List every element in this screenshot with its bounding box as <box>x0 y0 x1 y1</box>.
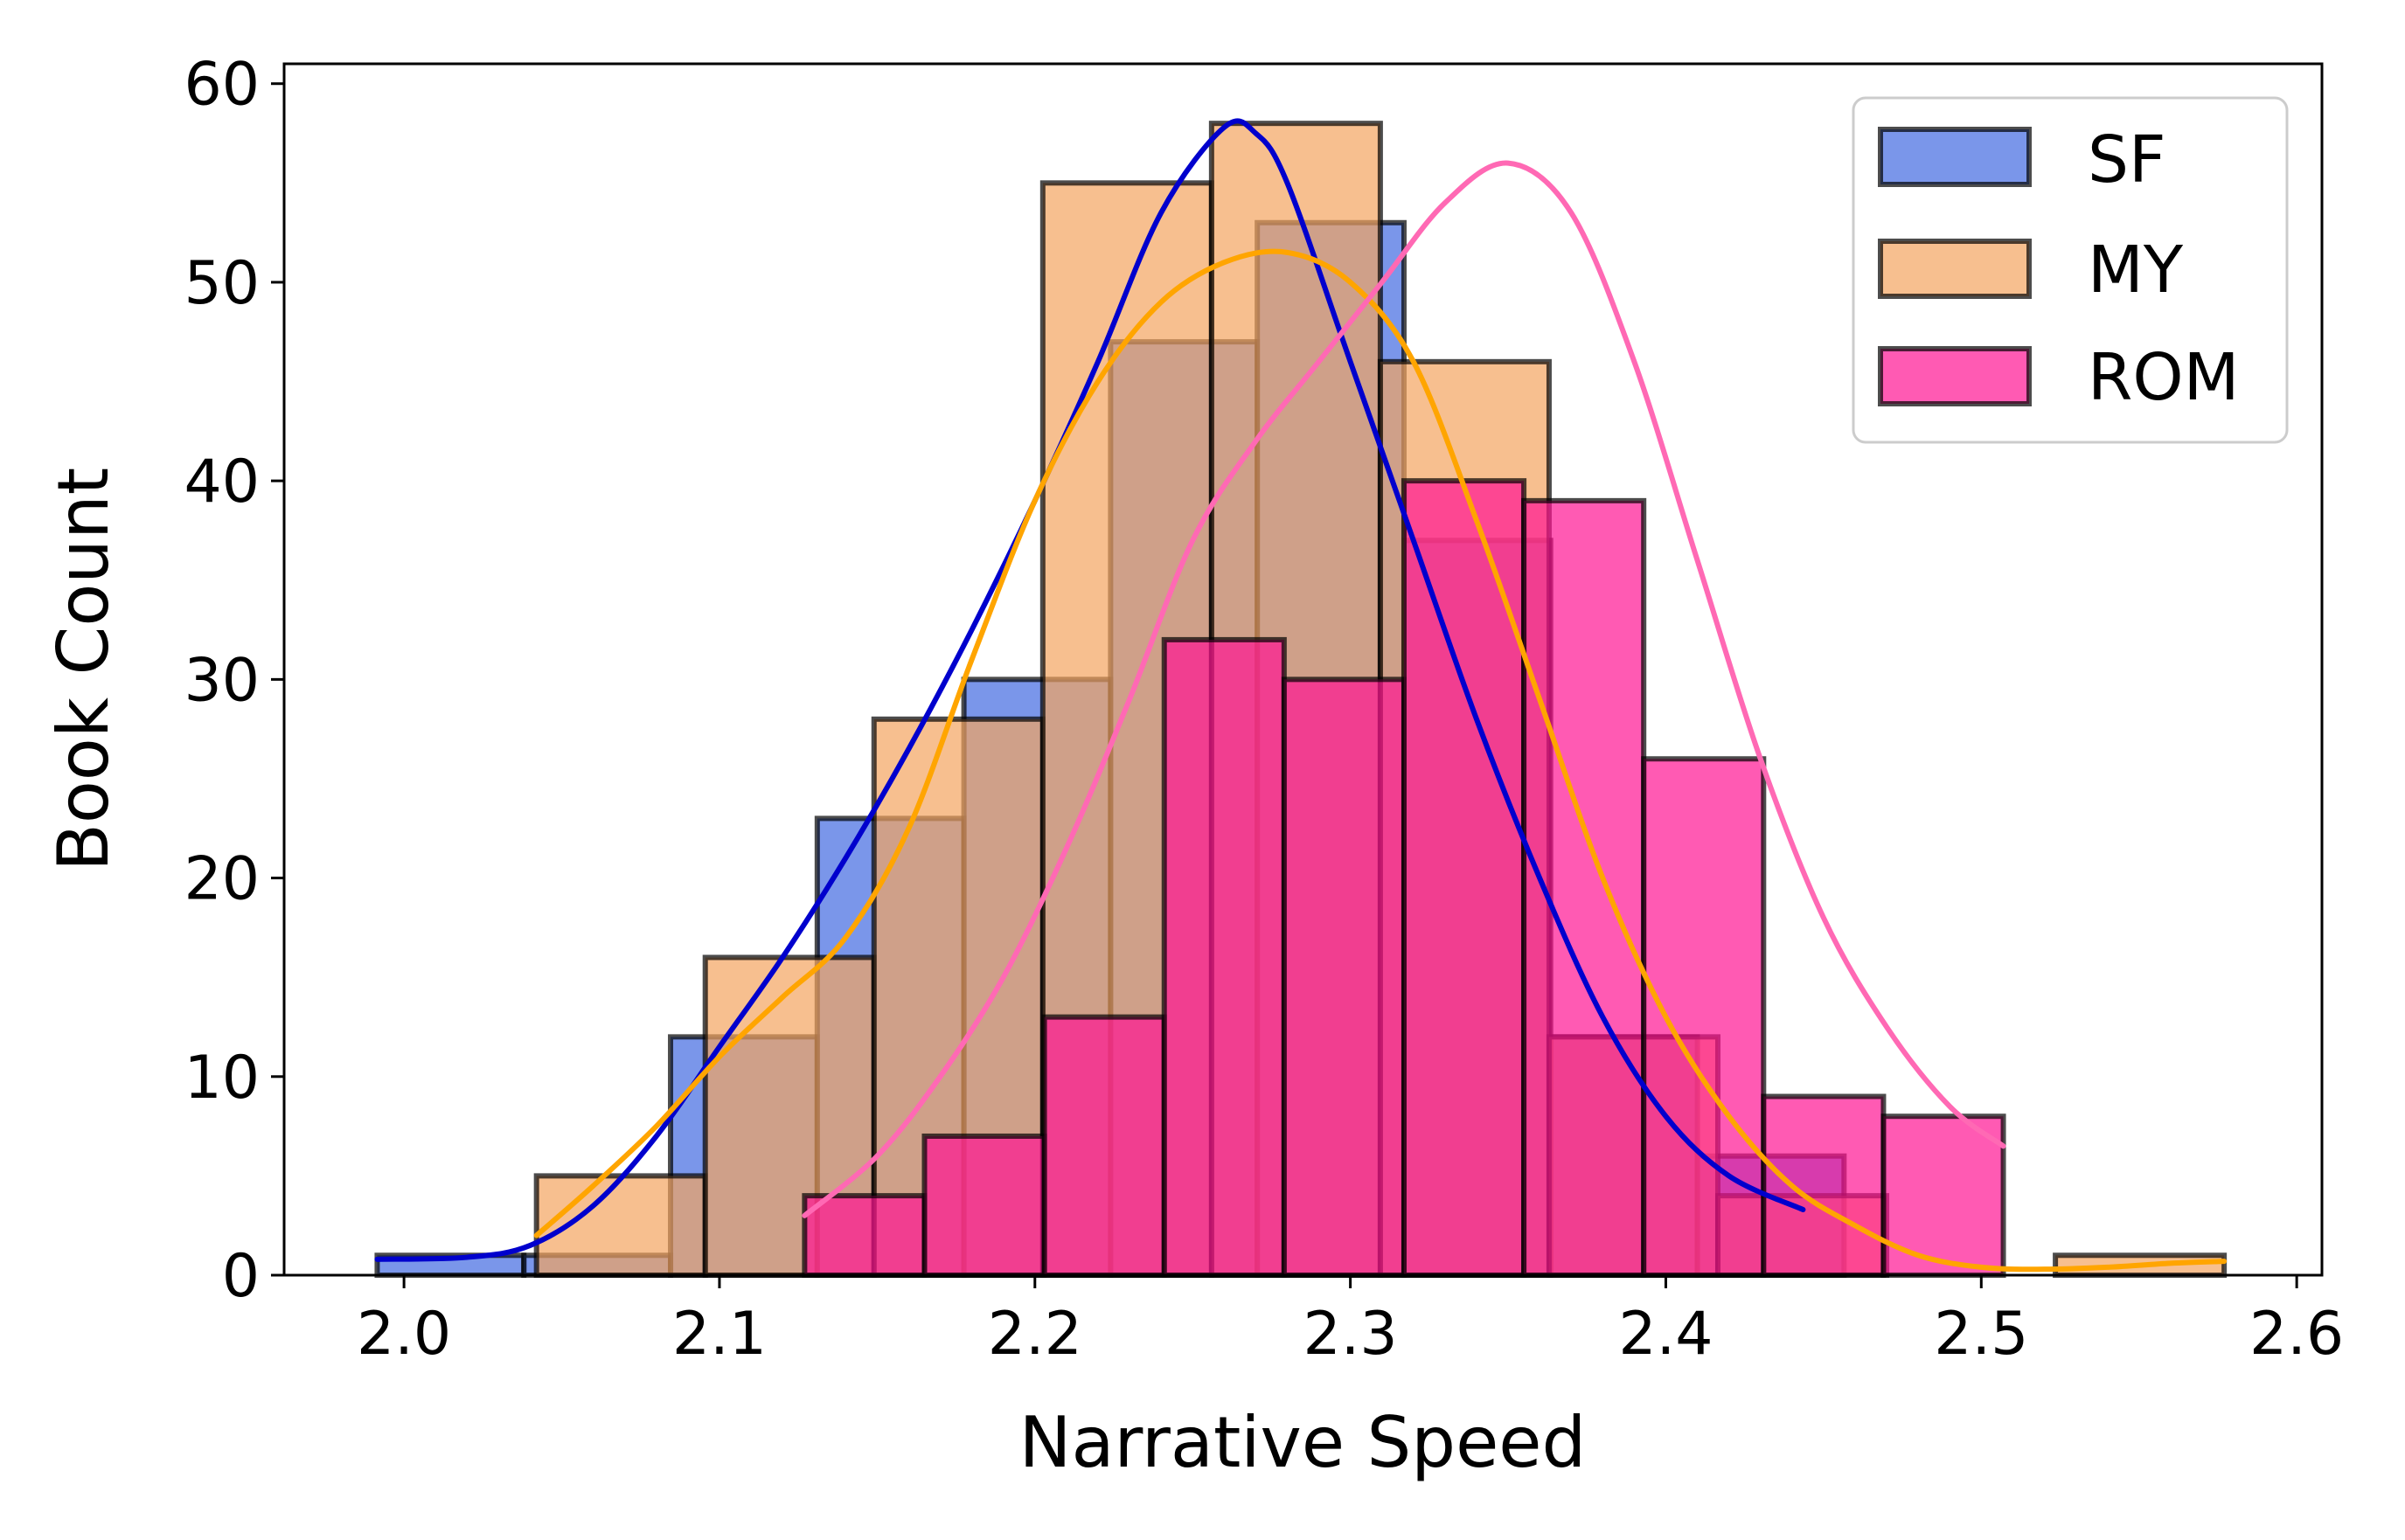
x-tick-label: 2.5 <box>1934 1300 2028 1369</box>
x-axis-title: Narrative Speed <box>1019 1402 1587 1483</box>
legend-swatch-my <box>1878 239 2032 299</box>
y-axis: 0 10 20 30 40 50 60 <box>184 51 284 1311</box>
x-tick-label: 2.0 <box>357 1300 451 1369</box>
kde-curve-rom <box>802 160 2006 1218</box>
legend-label-sf: SF <box>2088 122 2166 198</box>
x-tick-label: 2.3 <box>1303 1300 1398 1369</box>
y-tick-label: 50 <box>184 249 260 318</box>
y-tick-label: 20 <box>184 845 260 914</box>
x-axis: 2.0 2.1 2.2 2.3 2.4 2.5 2.6 <box>357 1275 2344 1369</box>
x-tick-label: 2.1 <box>672 1300 767 1369</box>
bar-rom-3 <box>1161 636 1287 1278</box>
bar-rom-1 <box>921 1133 1047 1278</box>
legend-label-my: MY <box>2088 232 2184 308</box>
y-tick-label: 40 <box>184 447 260 517</box>
bar-rom-0 <box>802 1193 928 1278</box>
bar-rom-4 <box>1281 676 1407 1278</box>
y-tick-label: 10 <box>184 1044 260 1113</box>
legend-label-rom: ROM <box>2088 340 2240 415</box>
bar-rom-5 <box>1401 478 1527 1278</box>
y-tick-label: 30 <box>184 646 260 715</box>
x-tick-label: 2.4 <box>1618 1300 1713 1369</box>
kde-curve-sf <box>374 118 1806 1262</box>
legend-swatch-rom <box>1878 346 2032 406</box>
bar-rom-8 <box>1761 1093 1887 1278</box>
legend: SF MY ROM <box>1852 96 2289 444</box>
bar-rom-2 <box>1041 1014 1167 1278</box>
plot-frame <box>282 62 2324 1277</box>
x-tick-label: 2.2 <box>988 1300 1082 1369</box>
bars-rom <box>802 478 2006 1278</box>
kde-curves <box>374 118 2228 1273</box>
bar-rom-7 <box>1641 756 1767 1278</box>
y-axis-title: Book Count <box>43 468 124 871</box>
y-tick-label: 0 <box>222 1242 260 1311</box>
y-tick-label: 60 <box>184 51 260 120</box>
bar-my-0 <box>533 1173 708 1278</box>
legend-swatch-sf <box>1878 127 2032 187</box>
kde-curve-my <box>533 248 2228 1273</box>
x-tick-label: 2.6 <box>2249 1300 2344 1369</box>
